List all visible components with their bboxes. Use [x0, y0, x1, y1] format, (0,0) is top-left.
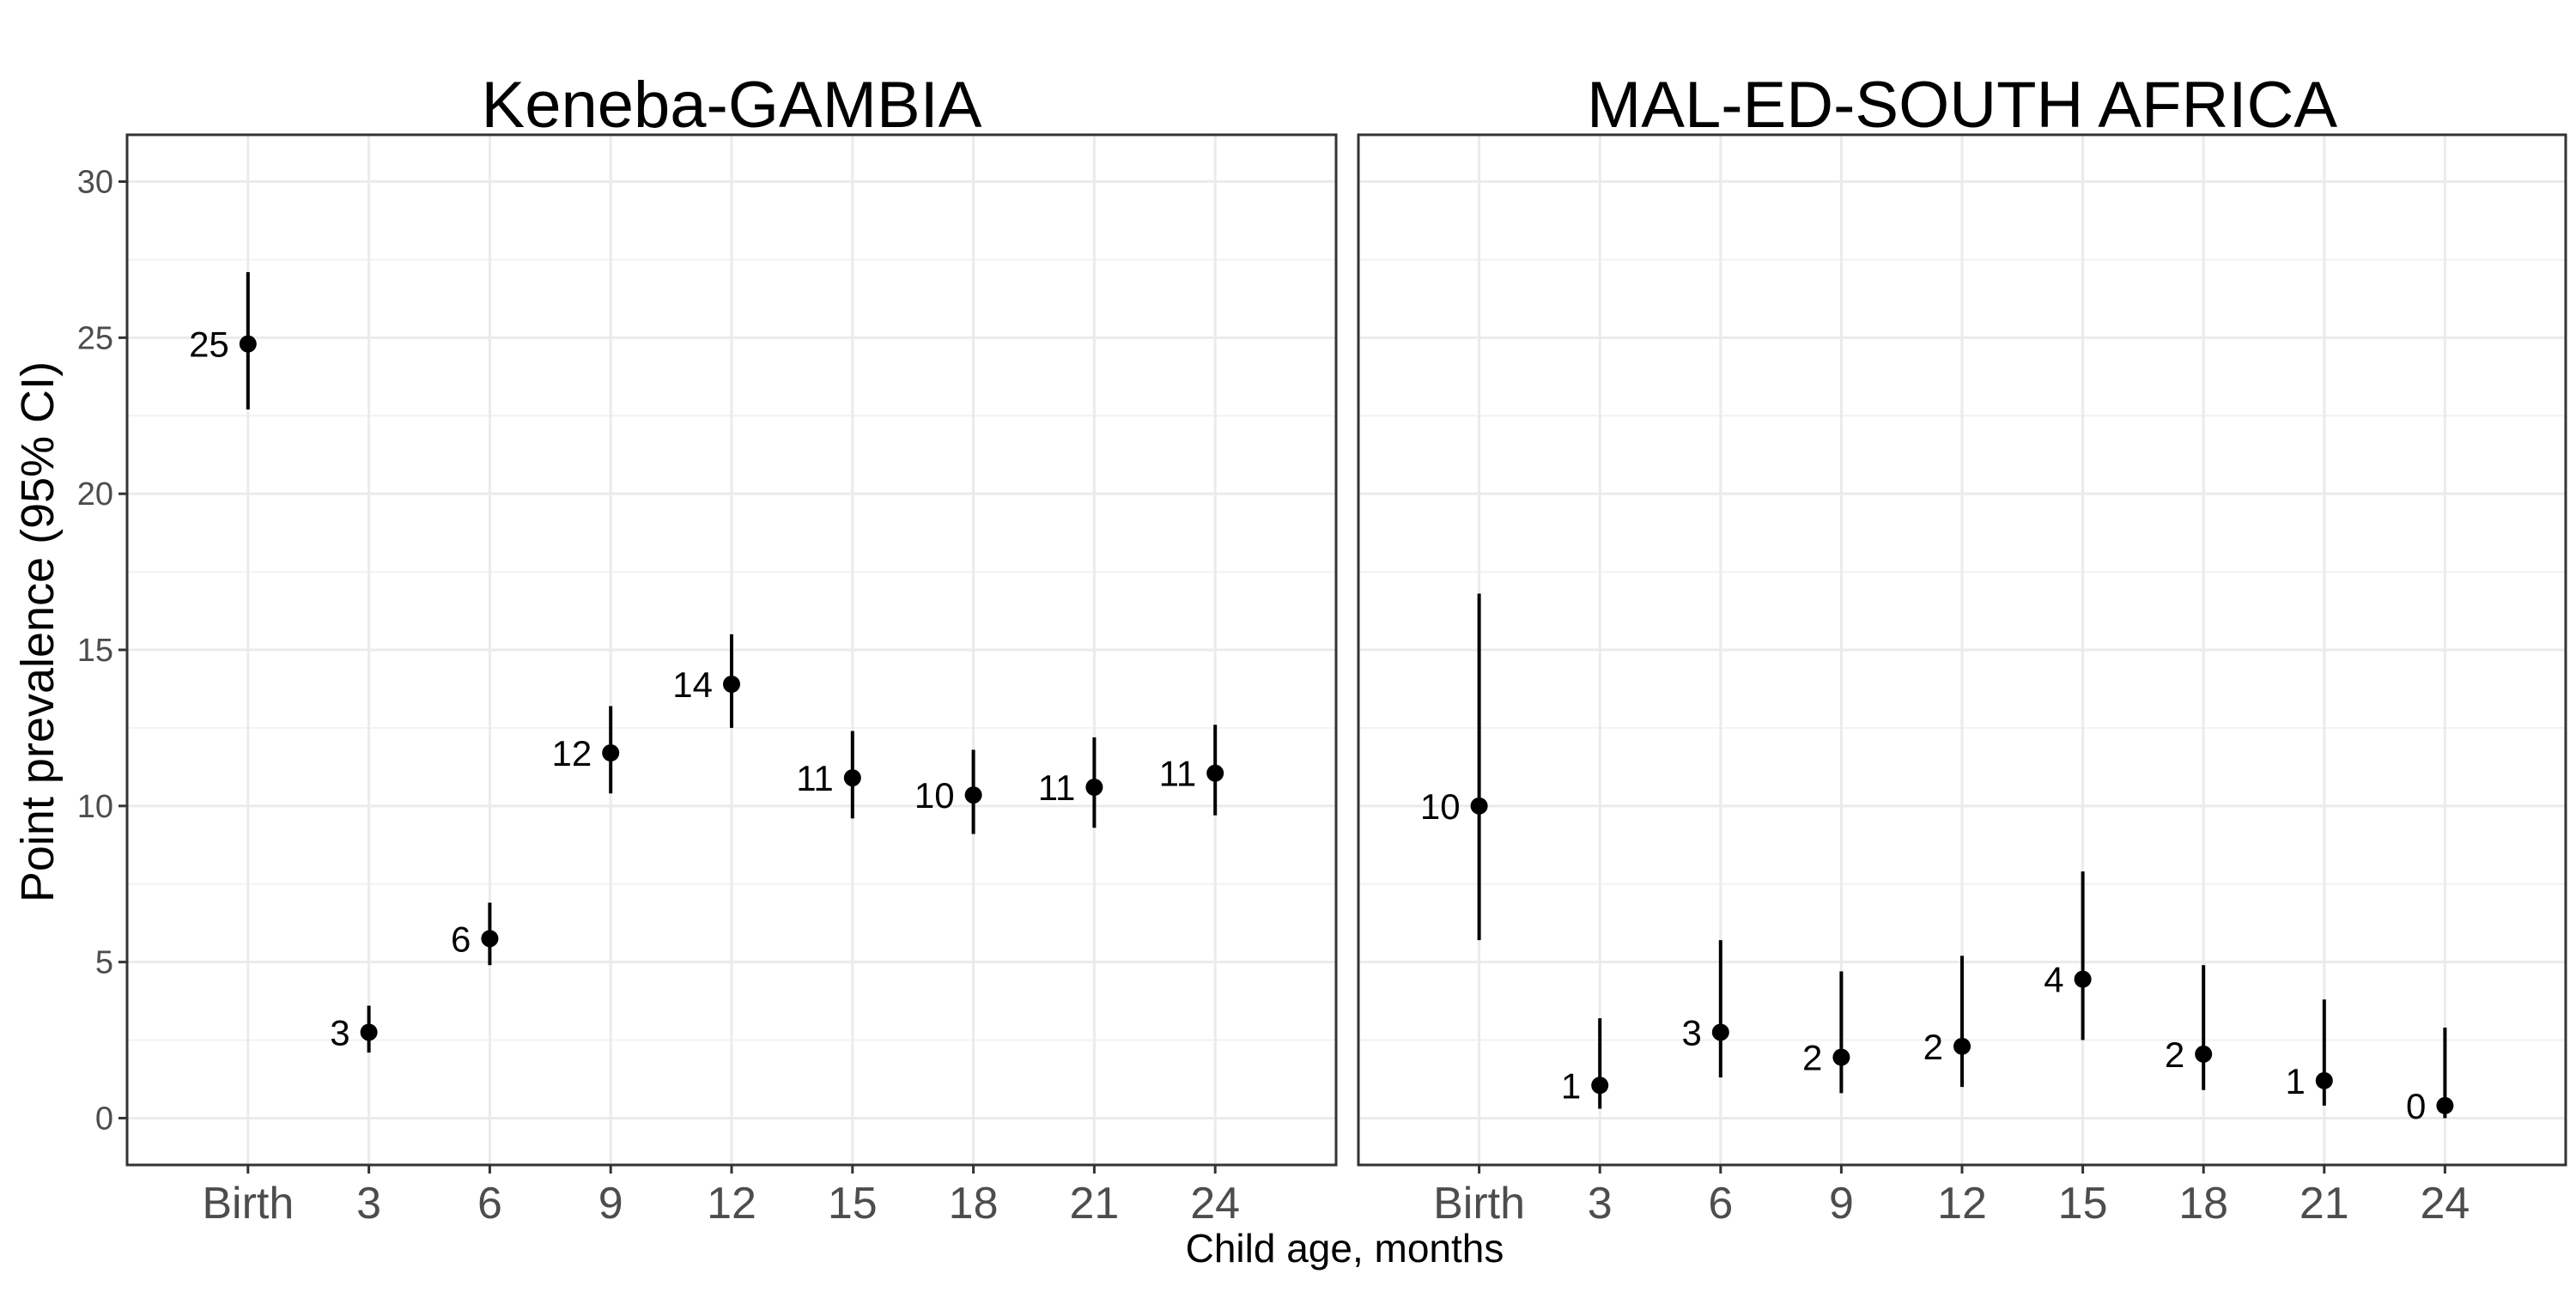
x-tick-label: 12	[707, 1179, 756, 1228]
y-tick-label: 0	[95, 1101, 113, 1137]
x-tick-label: 9	[598, 1179, 623, 1228]
y-tick-label: 5	[95, 945, 113, 981]
x-tick-label: 18	[2178, 1179, 2228, 1228]
data-label: 3	[1681, 1012, 1701, 1052]
y-axis-title: Point prevalence (95% CI)	[12, 361, 64, 902]
data-label: 4	[2044, 960, 2063, 1000]
data-label: 6	[451, 919, 471, 959]
data-point	[2315, 1071, 2333, 1089]
data-label: 1	[2285, 1061, 2305, 1101]
x-tick-label: Birth	[202, 1179, 294, 1228]
data-label: 2	[2165, 1034, 2184, 1075]
data-point	[1470, 797, 1488, 815]
data-label: 11	[796, 758, 834, 798]
data-point	[964, 786, 982, 804]
x-tick-label: 21	[2300, 1179, 2349, 1228]
data-point	[723, 676, 740, 693]
data-point	[2436, 1096, 2454, 1114]
data-point	[481, 930, 499, 948]
x-tick-label: 3	[356, 1179, 381, 1228]
data-point	[843, 769, 861, 787]
y-tick-label: 15	[77, 633, 113, 669]
panel-title: Keneba-GAMBIA	[482, 69, 982, 142]
x-tick-label: 15	[828, 1179, 878, 1228]
data-label: 0	[2406, 1086, 2426, 1126]
data-point	[1206, 764, 1224, 782]
y-tick-label: 25	[77, 320, 113, 356]
x-tick-label: 24	[2420, 1179, 2470, 1228]
data-label: 3	[330, 1012, 349, 1052]
data-point	[1953, 1037, 1971, 1055]
data-label: 12	[551, 733, 592, 773]
data-point	[2195, 1045, 2213, 1063]
y-tick-label: 20	[77, 476, 113, 513]
data-point	[1832, 1048, 1850, 1066]
x-tick-label: 6	[1708, 1179, 1733, 1228]
x-axis-title: Child age, months	[1186, 1226, 1504, 1271]
y-tick-label: 10	[77, 789, 113, 825]
data-label: 11	[1159, 754, 1197, 794]
x-tick-label: 12	[1937, 1179, 1987, 1228]
y-tick-label: 30	[77, 165, 113, 201]
x-tick-label: 24	[1190, 1179, 1240, 1228]
data-point	[2074, 970, 2092, 988]
data-point	[239, 335, 257, 353]
data-label: 10	[914, 775, 955, 816]
x-tick-label: 18	[949, 1179, 999, 1228]
data-label: 2	[1923, 1027, 1943, 1067]
data-label: 2	[1802, 1038, 1822, 1078]
x-tick-label: Birth	[1433, 1179, 1525, 1228]
x-tick-label: 3	[1588, 1179, 1613, 1228]
data-point	[1711, 1023, 1729, 1041]
data-point	[602, 744, 620, 761]
data-label: 10	[1420, 786, 1461, 827]
x-tick-label: 21	[1069, 1179, 1119, 1228]
data-label: 14	[672, 664, 713, 705]
x-tick-label: 9	[1829, 1179, 1854, 1228]
data-point	[1591, 1077, 1609, 1095]
panel-1: 25 3 6 12 14 11 10 11 11 Keneba-GAMBIA Birth 3 6 9 12 1…	[77, 69, 1338, 1228]
data-point	[1085, 779, 1103, 796]
x-tick-label: 15	[2058, 1179, 2108, 1228]
data-point	[360, 1023, 378, 1041]
data-label: 1	[1561, 1065, 1581, 1106]
panel-title: MAL-ED-SOUTH AFRICA	[1587, 69, 2337, 142]
x-tick-label: 6	[477, 1179, 502, 1228]
data-label: 11	[1038, 767, 1076, 808]
data-label: 25	[189, 325, 229, 365]
